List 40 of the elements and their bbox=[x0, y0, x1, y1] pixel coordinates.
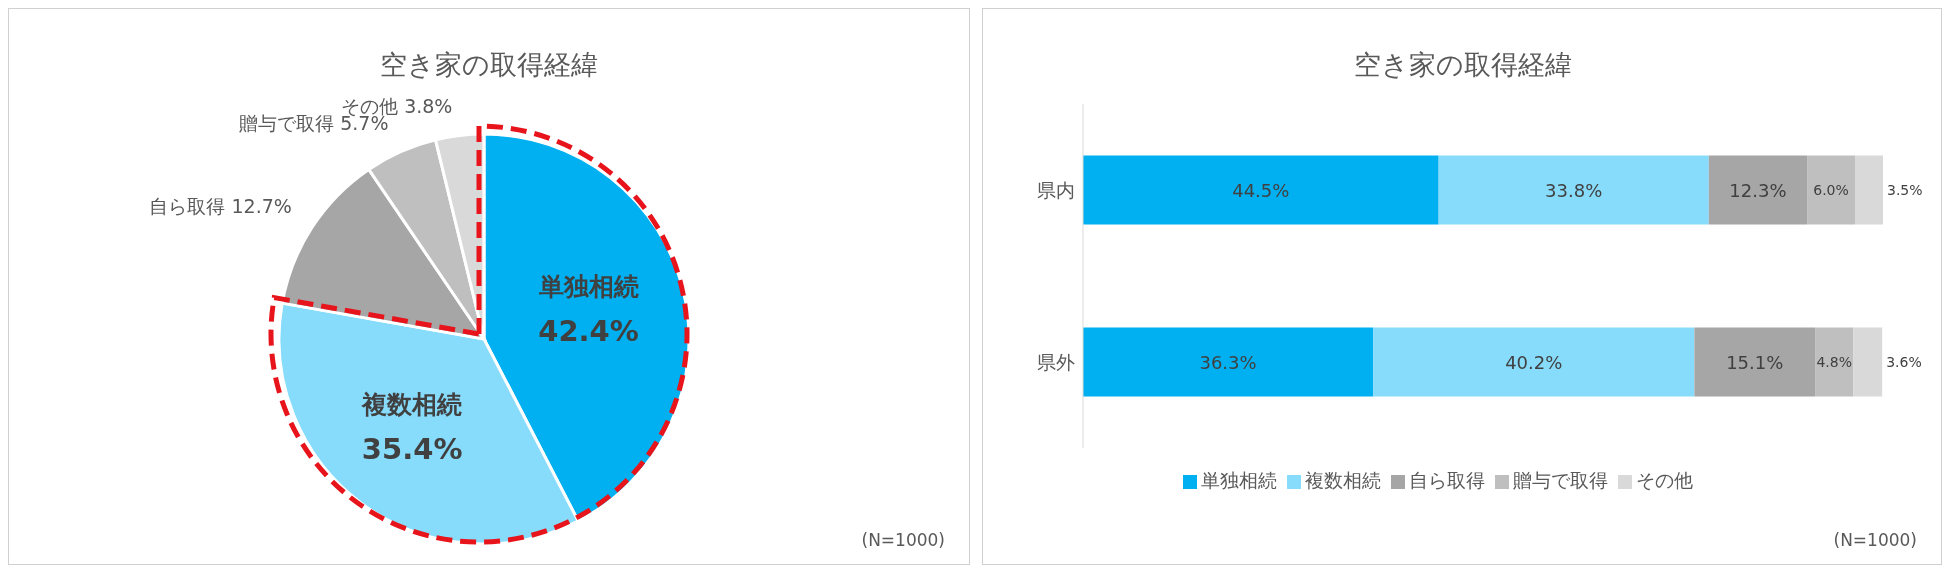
text: (N=1000) bbox=[1833, 530, 1917, 550]
chart-title: 空き家の取得経緯 bbox=[1353, 48, 1573, 82]
data-label: 33.8% bbox=[1545, 179, 1603, 201]
bar bbox=[1815, 327, 1854, 397]
chart-title: 空き家の取得経緯 bbox=[379, 48, 599, 82]
bar bbox=[1373, 327, 1695, 397]
legend-label: 複数相続 bbox=[1305, 469, 1381, 491]
data-label: 6.0% bbox=[1813, 182, 1849, 199]
data-label: 3.6% bbox=[1886, 354, 1922, 371]
bar bbox=[1853, 327, 1883, 397]
data-label: 42.4% bbox=[538, 314, 639, 349]
bar bbox=[1855, 155, 1883, 225]
text: (N=1000) bbox=[861, 530, 945, 550]
bar bbox=[1807, 155, 1856, 225]
data-label: 12.3% bbox=[1729, 179, 1787, 201]
data-label: 36.3% bbox=[1199, 351, 1257, 373]
data-label: 4.8% bbox=[1816, 354, 1853, 371]
legend-label: その他 bbox=[1636, 469, 1693, 491]
data-label: 12.7% bbox=[231, 194, 292, 217]
data-label: 40.2% bbox=[1505, 351, 1563, 373]
data-label: 3.8% bbox=[404, 94, 453, 117]
legend-label: 単独相続 bbox=[1201, 469, 1277, 491]
bar bbox=[1083, 327, 1374, 397]
legend-label: 自ら取得 bbox=[1409, 469, 1485, 491]
bar bbox=[1438, 155, 1709, 225]
data-label: 35.4% bbox=[361, 431, 463, 466]
data-label: 44.5% bbox=[1232, 179, 1290, 201]
bar bbox=[1083, 155, 1439, 225]
y-tick-label: 県内 bbox=[1037, 178, 1075, 201]
data-label: 15.1% bbox=[1726, 351, 1784, 373]
legend-label: 贈与で取得 bbox=[1513, 469, 1608, 491]
bar bbox=[1694, 327, 1816, 397]
y-tick-label: 県外 bbox=[1037, 350, 1075, 373]
bar bbox=[1708, 155, 1808, 225]
slice-label: 単独相続 bbox=[537, 272, 639, 302]
slice-label: 贈与で取得 bbox=[239, 112, 335, 135]
slice-label: 自ら取得 bbox=[149, 194, 226, 217]
slice-label: 複数相続 bbox=[361, 389, 463, 419]
data-label: 3.5% bbox=[1887, 182, 1923, 199]
slice-label: その他 bbox=[341, 94, 399, 117]
